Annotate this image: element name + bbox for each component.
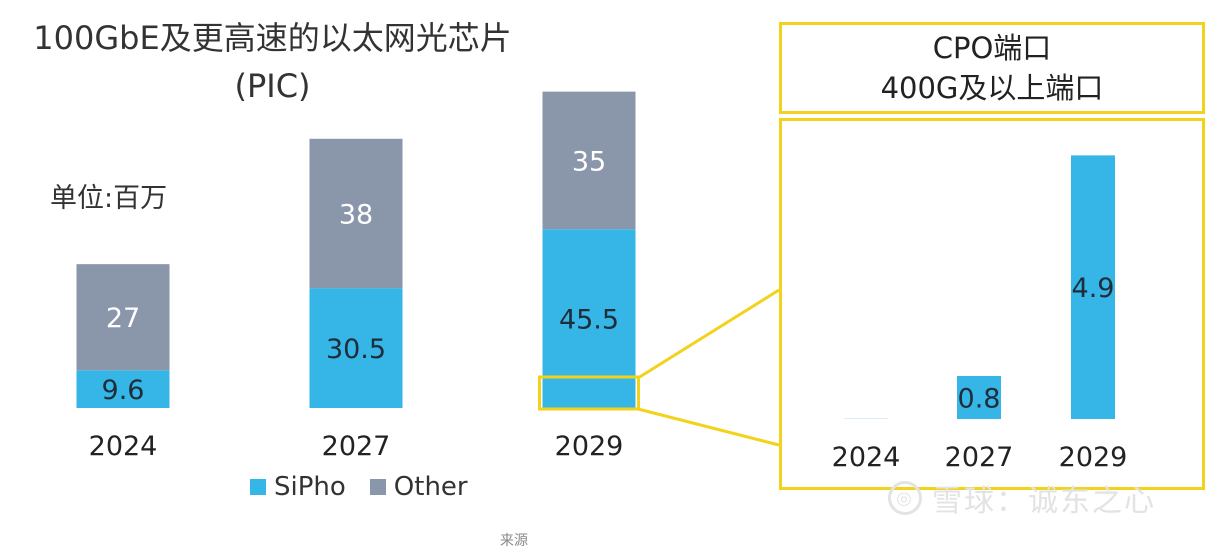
cpo-chart-box: 2024 0.8 2027 4.9 2029 [779, 118, 1205, 490]
bar-sipho-2027 [309, 288, 403, 408]
value-label-sipho-2029: 45.5 [559, 305, 619, 336]
chart-title-line2: (PIC) [234, 67, 311, 105]
value-label-sipho-2024: 9.6 [102, 375, 145, 406]
watermark-text: 雪球：诚东之心 [932, 484, 1156, 519]
cpo-x-tick-2027: 2027 [945, 442, 1014, 473]
legend-item-sipho: SiPho [250, 472, 346, 502]
x-tick-2027: 2027 [322, 431, 391, 462]
cpo-bar-2027 [957, 375, 1001, 419]
watermark: ◎ 雪球：诚东之心 [888, 476, 1156, 520]
cpo-title-line2: 400G及以上端口 [880, 71, 1104, 105]
cpo-title-line1: CPO端口 [932, 31, 1052, 65]
legend-label-other: Other [393, 472, 468, 502]
x-tick-2024: 2024 [89, 431, 158, 462]
bar-sipho-2024 [76, 370, 170, 408]
value-label-other-2024: 27 [106, 303, 140, 334]
chart-title-line1: 100GbE及更高速的以太网光芯片 [33, 19, 512, 57]
highlight-box [538, 375, 640, 411]
cpo-bar-chart: 2024 0.8 2027 4.9 2029 [832, 155, 1128, 473]
cpo-x-tick-2029: 2029 [1059, 442, 1128, 473]
source-note: 来源 [500, 533, 528, 549]
chart-title: 100GbE及更高速的以太网光芯片 (PIC) [0, 14, 545, 110]
value-label-other-2027: 38 [339, 199, 373, 230]
cpo-bar-2024 [844, 418, 888, 419]
unit-label: 单位:百万 [50, 183, 168, 214]
cpo-bar-2029 [1071, 155, 1115, 419]
bar-other-2029 [542, 91, 636, 230]
legend-swatch-other [369, 479, 386, 495]
cpo-value-label-2029: 4.9 [1072, 273, 1115, 304]
bar-other-2024 [76, 264, 170, 371]
stacked-bar-chart: 9.6 27 2024 30.5 38 2027 45.5 35 2029 [76, 91, 640, 462]
cpo-value-label-2027: 0.8 [958, 383, 1001, 414]
value-label-other-2029: 35 [572, 146, 606, 177]
value-label-sipho-2027: 30.5 [326, 334, 386, 365]
legend-swatch-sipho [250, 479, 266, 495]
legend-item-other: Other [369, 472, 468, 502]
legend-label-sipho: SiPho [274, 472, 346, 502]
bar-other-2027 [309, 138, 403, 289]
legend: SiPho Other [250, 472, 468, 502]
cpo-x-tick-2024: 2024 [832, 442, 901, 473]
x-tick-2029: 2029 [555, 431, 624, 462]
cpo-title-box: CPO端口 400G及以上端口 [779, 22, 1205, 114]
snowball-logo-icon: ◎ [888, 481, 922, 515]
